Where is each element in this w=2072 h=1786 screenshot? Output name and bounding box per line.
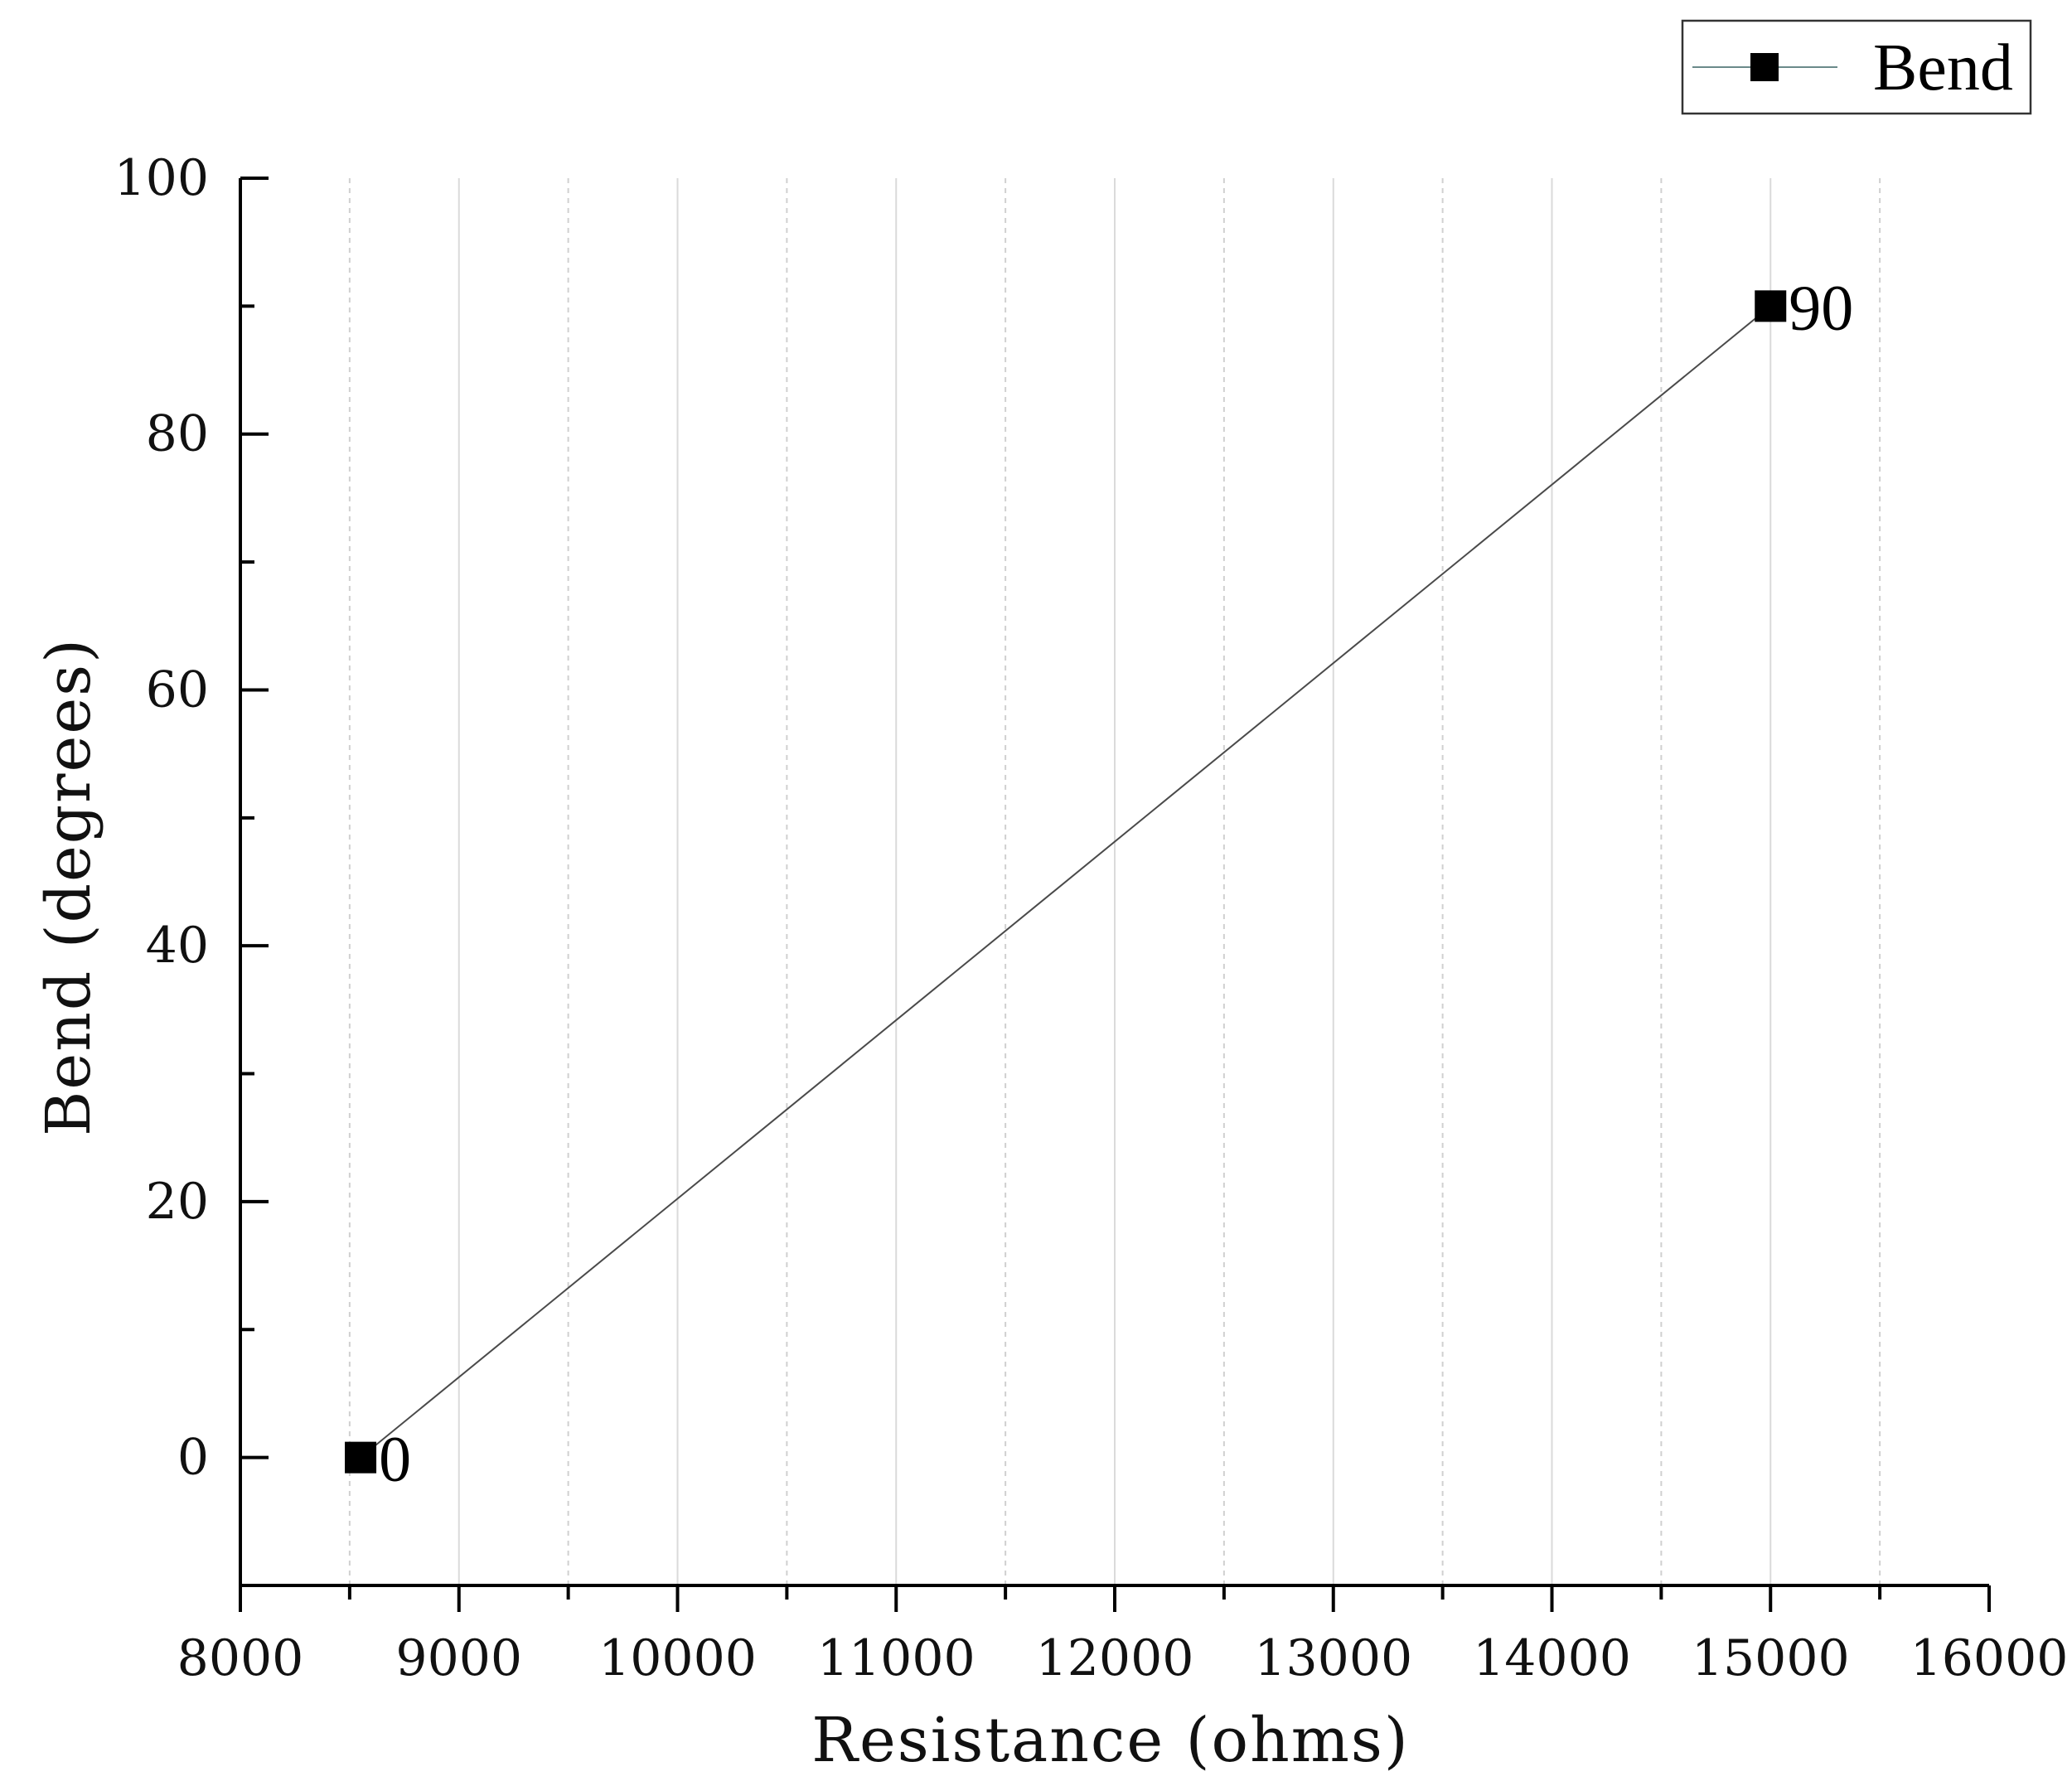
x-tick-label: 11000	[817, 1629, 975, 1687]
x-tick-label: 12000	[1036, 1629, 1194, 1687]
x-tick-label: 15000	[1692, 1629, 1850, 1687]
x-tick-label: 16000	[1910, 1629, 2069, 1687]
x-tick-label: 8000	[177, 1629, 304, 1687]
data-point-marker	[345, 1441, 377, 1474]
x-tick-label: 13000	[1254, 1629, 1412, 1687]
legend-label: Bend	[1873, 31, 2013, 104]
data-label: 90	[1789, 271, 1853, 343]
data-point-marker	[1755, 290, 1787, 322]
x-tick-label: 14000	[1473, 1629, 1631, 1687]
x-axis-title: Resistance (ohms)	[811, 1705, 1410, 1776]
series-line	[360, 305, 1771, 1459]
y-tick-label: 0	[177, 1429, 209, 1487]
grid-lines	[348, 178, 1881, 1585]
y-axis-title: Bend (degrees)	[33, 637, 104, 1136]
y-tick-label: 100	[114, 149, 209, 207]
legend-marker	[1750, 53, 1779, 81]
y-tick-label: 20	[146, 1173, 209, 1231]
series-group: 0 90	[345, 271, 1853, 1495]
x-axis-ticks: 8000 9000 10000 11000 12000 13000 14000 15000 16…	[177, 1585, 2069, 1687]
x-tick-label: 9000	[395, 1629, 522, 1687]
legend: Bend	[1681, 19, 2032, 115]
x-tick-label: 10000	[598, 1629, 757, 1687]
y-tick-label: 40	[146, 917, 209, 975]
y-tick-label: 60	[146, 661, 209, 719]
y-tick-label: 80	[146, 405, 209, 463]
y-axis-ticks: 0 20 40 60 80 100	[114, 149, 269, 1487]
data-label: 0	[379, 1423, 411, 1495]
